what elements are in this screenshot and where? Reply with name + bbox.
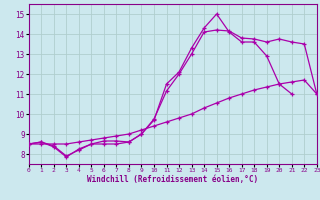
X-axis label: Windchill (Refroidissement éolien,°C): Windchill (Refroidissement éolien,°C) [87, 175, 258, 184]
